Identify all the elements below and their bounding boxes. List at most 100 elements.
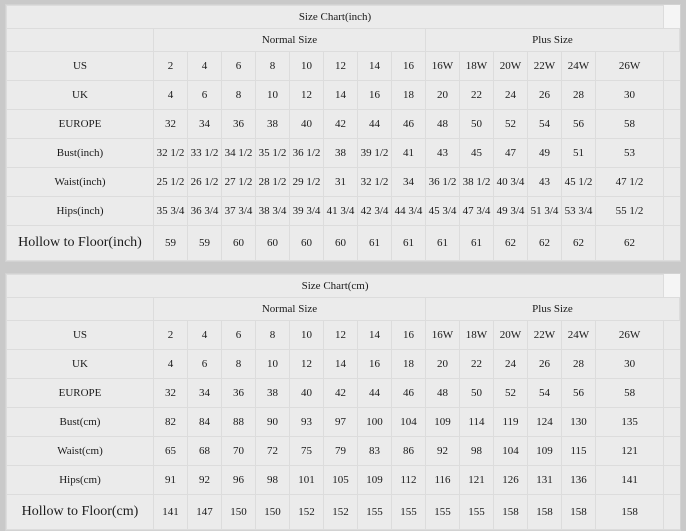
table-cell: 34 [391, 167, 426, 197]
table-cell: 60 [289, 225, 324, 261]
row-label: US [6, 51, 154, 81]
table-cell: 60 [255, 225, 290, 261]
table-cell: 10 [289, 51, 324, 81]
group-header-plus-size: Plus Size [425, 28, 680, 52]
size-chart-cm-body: Size Chart(cm) Normal Size Plus Size US 2 4 6 8… [5, 274, 680, 530]
table-cell: 22W [527, 51, 562, 81]
table-cell: 36 1/2 [425, 167, 460, 197]
table-cell: 6 [187, 80, 222, 110]
table-cell: 70 [221, 436, 256, 466]
row-label: Hips(inch) [6, 196, 154, 226]
table-cell: 45 [459, 138, 494, 168]
table-row: US 2 4 6 8 10 12 14 16 16W 18W 20W 22W 24W 26W [6, 320, 680, 350]
table-cell: 42 [323, 109, 358, 139]
table-cell: 124 [527, 407, 562, 437]
table-cell: 130 [561, 407, 596, 437]
table-cell: 36 [221, 378, 256, 408]
table-cell: 16 [391, 51, 426, 81]
table-cell: 97 [323, 407, 358, 437]
table-cell: 36 3/4 [187, 196, 222, 226]
table-cell: 12 [323, 51, 358, 81]
table-cell: 38 [255, 109, 290, 139]
table-cell: 34 [187, 378, 222, 408]
table-row: EUROPE 32 34 36 38 40 42 44 46 48 50 52 54 56 58 [6, 378, 680, 408]
table-cell: 61 [391, 225, 426, 261]
table-row: Hollow to Floor(inch) 59 59 60 60 60 60 61 61 61 6… [6, 225, 680, 261]
group-header-normal-size: Normal Size [153, 28, 426, 52]
table-cell: 10 [255, 349, 290, 379]
table-cell: 79 [323, 436, 358, 466]
table-cell: 114 [459, 407, 494, 437]
table-cell: 109 [527, 436, 562, 466]
table-cell: 104 [493, 436, 528, 466]
table-cell: 92 [425, 436, 460, 466]
table-cell: 46 [391, 378, 426, 408]
group-row-corner [6, 297, 154, 321]
table-cell: 91 [153, 465, 188, 495]
table-cell: 75 [289, 436, 324, 466]
table-cell: 119 [493, 407, 528, 437]
table-cell: 27 1/2 [221, 167, 256, 197]
table-cell: 24W [561, 320, 596, 350]
table-cell: 51 3/4 [527, 196, 562, 226]
table-cell: 82 [153, 407, 188, 437]
table-cell: 150 [221, 494, 256, 530]
table-cell: 152 [323, 494, 358, 530]
table-cell: 34 [187, 109, 222, 139]
table-cell: 29 1/2 [289, 167, 324, 197]
table-cell: 56 [561, 378, 596, 408]
row-trailing-space [663, 378, 680, 408]
size-chart-cm-block: Size Chart(cm) Normal Size Plus Size US 2 4 6 8… [5, 273, 681, 531]
row-label: Bust(inch) [6, 138, 154, 168]
table-cell: 135 [594, 407, 665, 437]
table-cell: 4 [187, 51, 222, 81]
table-cell: 32 [153, 378, 188, 408]
table-cell: 28 1/2 [255, 167, 290, 197]
table-cell: 18 [391, 80, 426, 110]
table-cell: 30 [594, 349, 665, 379]
size-chart-inch-body: Size Chart(inch) Normal Size Plus Size US 2 4… [5, 5, 680, 261]
table-cell: 109 [425, 407, 460, 437]
table-cell: 98 [255, 465, 290, 495]
table-cell: 34 1/2 [221, 138, 256, 168]
table-cell: 28 [561, 80, 596, 110]
table-cell: 18 [391, 349, 426, 379]
table-cell: 16 [391, 320, 426, 350]
table-cell: 39 3/4 [289, 196, 324, 226]
table-cell: 32 [153, 109, 188, 139]
table-cell: 45 1/2 [561, 167, 596, 197]
table-cell: 40 [289, 109, 324, 139]
table-cell: 43 [425, 138, 460, 168]
table-cell: 47 1/2 [594, 167, 665, 197]
table-cell: 65 [153, 436, 188, 466]
table-cell: 22 [459, 349, 494, 379]
row-trailing-space [663, 349, 680, 379]
row-label: Hips(cm) [6, 465, 154, 495]
table-cell: 98 [459, 436, 494, 466]
table-row: Bust(cm) 82 84 88 90 93 97 100 104 109 114 119 124 13… [6, 407, 680, 437]
table-cell: 25 1/2 [153, 167, 188, 197]
row-label: UK [6, 80, 154, 110]
table-cell: 40 3/4 [493, 167, 528, 197]
table-cell: 59 [187, 225, 222, 261]
table-cell: 60 [323, 225, 358, 261]
table-cell: 37 3/4 [221, 196, 256, 226]
table-cell: 4 [187, 320, 222, 350]
table-cell: 14 [323, 349, 358, 379]
table-cell: 38 3/4 [255, 196, 290, 226]
row-trailing-space [663, 225, 680, 261]
table-cell: 47 3/4 [459, 196, 494, 226]
size-chart-inch-table: Size Chart(inch) Normal Size Plus Size US 2 4… [5, 5, 680, 261]
table-cell: 8 [255, 320, 290, 350]
chart-title-row: Size Chart(inch) [5, 5, 680, 29]
table-cell: 14 [357, 51, 392, 81]
table-row: UK 4 6 8 10 12 14 16 18 20 22 24 26 28 30 [6, 80, 680, 110]
table-cell: 155 [459, 494, 494, 530]
row-trailing-space [663, 436, 680, 466]
table-cell: 60 [221, 225, 256, 261]
table-cell: 88 [221, 407, 256, 437]
table-cell: 121 [594, 436, 665, 466]
table-cell: 20 [425, 80, 460, 110]
table-cell: 61 [425, 225, 460, 261]
table-cell: 4 [153, 349, 188, 379]
